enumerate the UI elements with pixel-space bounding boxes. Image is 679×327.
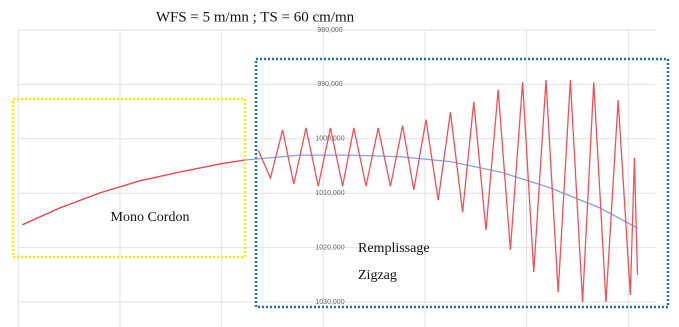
line: [257, 80, 639, 303]
annotation: Mono Cordon: [111, 210, 190, 225]
mono-box: [11, 97, 247, 259]
y-tick-label: 1010,000: [315, 190, 344, 197]
y-tick-label: 1030,000: [315, 299, 344, 306]
chart-title: WFS = 5 m/mn ; TS = 60 cm/mn: [156, 9, 355, 25]
annotation: Zigzag: [358, 268, 397, 283]
line: [244, 154, 638, 229]
y-tick-label: 1020,000: [315, 244, 344, 251]
line: [22, 159, 246, 226]
annotation: Remplissage: [358, 241, 430, 256]
y-tick-label: 990,000: [317, 81, 342, 88]
y-tick-label: 1000,000: [315, 136, 344, 143]
y-tick-label: 980,000: [317, 27, 342, 34]
zigzag-box: [254, 57, 670, 309]
